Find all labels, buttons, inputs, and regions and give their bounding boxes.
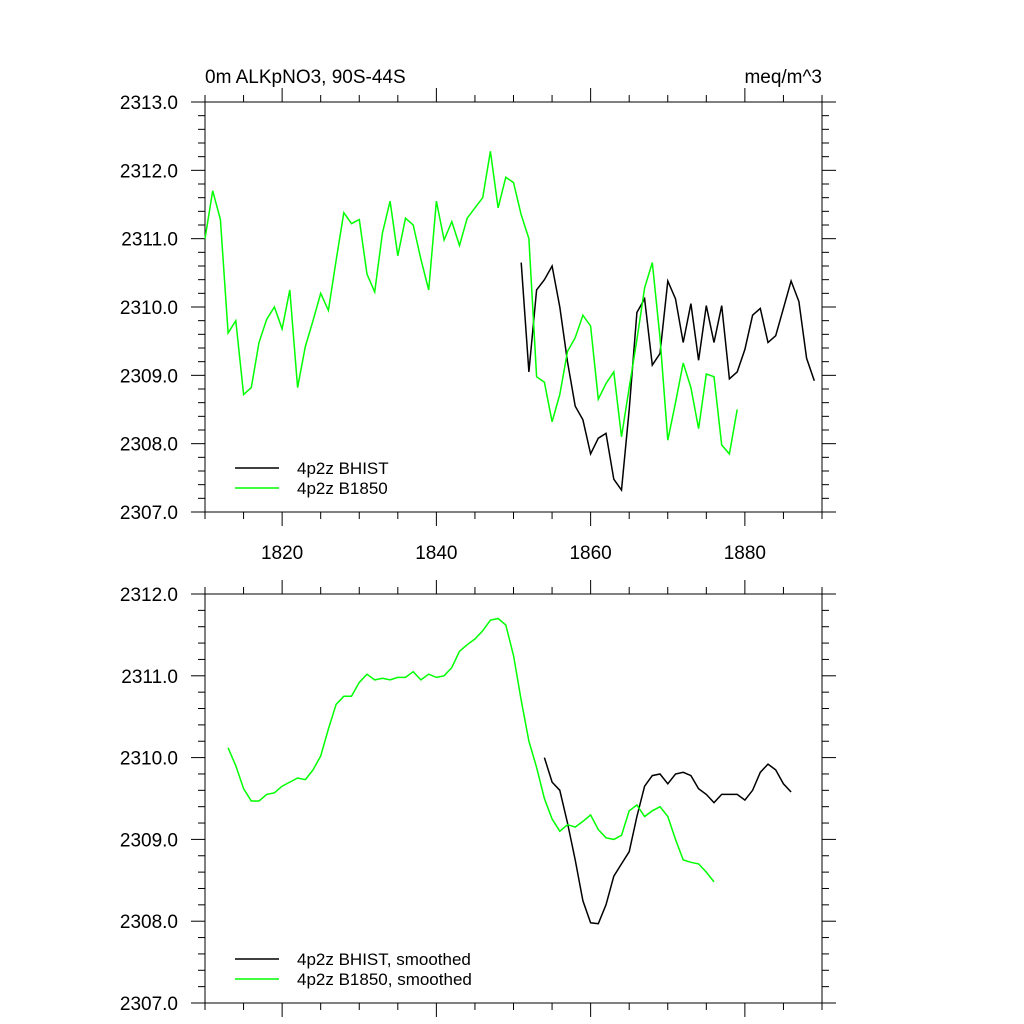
y-tick-label: 2310.0 [120, 749, 178, 770]
series-line-bhist [543, 757, 792, 925]
y-tick-label: 2312.0 [120, 585, 178, 606]
panel-bottom: 2307.0 2308.0 2309.0 2310.0 2311.0 2312.0 4p2z… [120, 580, 836, 1017]
y-tick-label: 2313.0 [120, 93, 178, 114]
units-label: meq/m^3 [744, 67, 822, 88]
series-line-b1850 [204, 151, 738, 456]
y-tick-label: 2311.0 [121, 230, 178, 251]
y-tick-label: 2311.0 [121, 667, 178, 688]
legend-label: 4p2z BHIST [297, 459, 389, 478]
legend-label: 4p2z B1850, smoothed [297, 970, 472, 989]
x-tick-label: 1820 [261, 543, 303, 564]
y-tick-label: 2310.0 [120, 298, 178, 319]
x-tick-label: 1840 [415, 543, 457, 564]
plot-title: 0m ALKpNO3, 90S-44S [205, 67, 406, 88]
y-tick-label: 2309.0 [120, 830, 178, 851]
y-tick-label: 2307.0 [120, 994, 178, 1015]
panel-top: 1820 1840 1860 1880 2307.0 2308.0 2309.0 2310.0… [120, 88, 836, 564]
y-tick-label: 2312.0 [120, 161, 178, 182]
series-line-b1850 [227, 617, 715, 883]
y-tick-label: 2309.0 [120, 366, 178, 387]
legend-label: 4p2z B1850 [297, 479, 388, 498]
y-tick-label: 2307.0 [120, 503, 178, 524]
series-line-bhist [520, 262, 816, 493]
y-tick-label: 2308.0 [120, 435, 178, 456]
x-tick-label: 1880 [724, 543, 766, 564]
x-tick-label: 1860 [569, 543, 611, 564]
legend-label: 4p2z BHIST, smoothed [297, 950, 471, 969]
y-tick-label: 2308.0 [120, 912, 178, 933]
